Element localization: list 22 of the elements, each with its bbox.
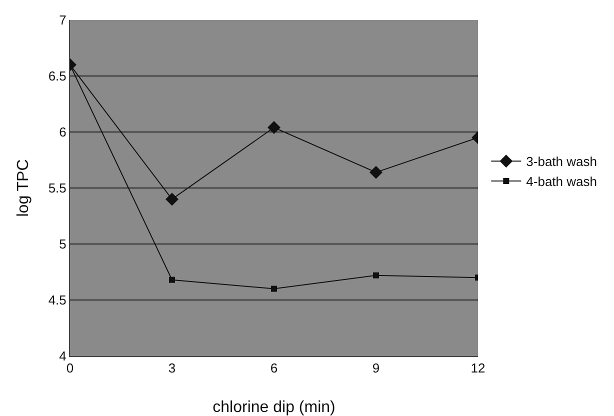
y-tick-label: 4.5: [48, 292, 66, 308]
point: [370, 166, 382, 179]
x-tick-label: 9: [372, 360, 380, 376]
y-tick-label: 5: [59, 236, 66, 252]
y-tick-label: 4: [59, 348, 66, 364]
legend-label: 3-bath wash: [526, 154, 597, 170]
x-tick-label: 12: [470, 360, 486, 376]
y-tick-label: 6.5: [48, 68, 66, 84]
x-tick-label: 3: [168, 360, 176, 376]
point: [271, 286, 277, 292]
legend-label: 4-bath wash: [526, 174, 597, 190]
point: [169, 276, 175, 283]
y-tick-label: 7: [59, 12, 66, 28]
point: [373, 272, 379, 278]
y-tick-label: 6: [59, 124, 66, 140]
x-axis-title: chlorine dip (min): [212, 399, 336, 416]
y-tick-label: 5.5: [48, 180, 66, 196]
x-tick-label: 0: [66, 360, 74, 376]
x-tick-label: 6: [270, 360, 278, 376]
y-axis-title: log TPC: [15, 159, 32, 217]
point: [166, 192, 178, 206]
point: [268, 121, 280, 134]
